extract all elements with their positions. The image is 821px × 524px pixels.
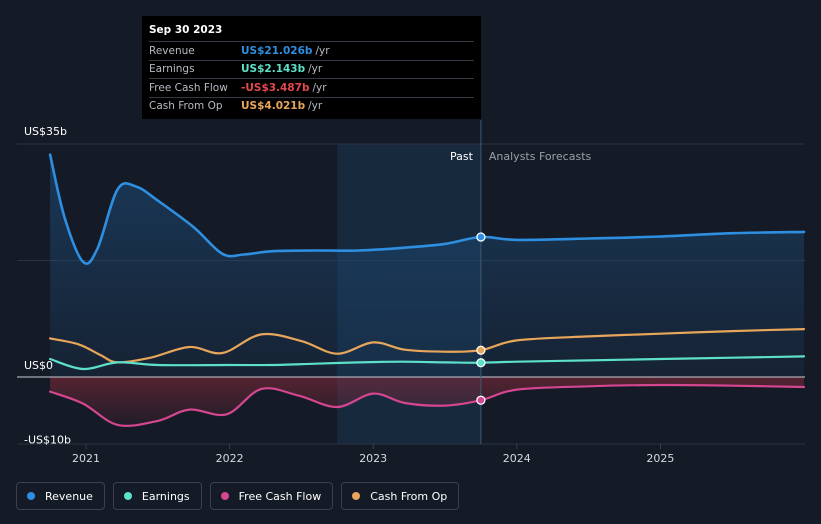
y-tick-label: -US$10b: [24, 434, 71, 447]
free-cash-flow-line: [49, 383, 806, 427]
tooltip-row-earnings: Earnings US$2.143b /yr: [149, 59, 474, 79]
legend-free-cash-flow-button[interactable]: Free Cash Flow: [209, 482, 334, 510]
legend-earnings-button[interactable]: Earnings: [112, 482, 202, 510]
tooltip-unit: /yr: [315, 44, 330, 57]
legend-label: Earnings: [141, 489, 190, 503]
tooltip-value: US$4.021b: [241, 100, 306, 113]
y-axis: US$35b US$0 -US$10b: [24, 125, 71, 447]
revenue-line: [48, 153, 806, 265]
free-cash-flow-area: [50, 377, 805, 426]
x-tick-label: 2022: [216, 452, 244, 465]
free-cash-flow-marker: [476, 395, 486, 405]
series-markers: [476, 232, 486, 405]
revenue-area: [50, 154, 805, 377]
legend-dot-icon: [220, 492, 229, 500]
earnings-marker: [476, 358, 486, 368]
earnings-line: [49, 355, 806, 371]
past-label: Past: [450, 150, 474, 163]
chart-legend: Revenue Earnings Free Cash Flow Cash Fro…: [16, 482, 460, 510]
x-tick-label: 2024: [503, 452, 531, 465]
legend-label: Cash From Op: [370, 489, 448, 503]
legend-label: Revenue: [45, 489, 93, 503]
legend-cash-from-op-button[interactable]: Cash From Op: [341, 482, 460, 510]
chart-canvas: US$35b US$0 -US$10b 2021 2022 2023 2024 2025 P…: [17, 120, 806, 465]
tooltip-label: Revenue: [149, 44, 195, 57]
tooltip-unit: /yr: [308, 100, 323, 113]
legend-revenue-button[interactable]: Revenue: [16, 482, 105, 510]
tooltip-label: Free Cash Flow: [149, 81, 228, 94]
revenue-marker: [476, 232, 486, 242]
tooltip-row-free-cash-flow: Free Cash Flow -US$3.487b /yr: [149, 78, 474, 97]
area-fills: [50, 154, 805, 426]
legend-dot-icon: [123, 492, 132, 500]
legend-dot-icon: [27, 492, 35, 500]
x-tick-label: 2023: [359, 452, 387, 465]
series-lines: [48, 153, 806, 427]
tooltip-row-cash-from-op: Cash From Op US$4.021b /yr: [149, 96, 474, 116]
tooltip-date: Sep 30 2023: [149, 24, 223, 36]
tooltip-row-revenue: Revenue US$21.026b /yr: [149, 41, 474, 60]
tooltip-unit: /yr: [312, 81, 327, 94]
tooltip-value: US$2.143b: [241, 63, 306, 76]
forecast-label: Analysts Forecasts: [489, 150, 592, 163]
tooltip-label: Earnings: [149, 63, 195, 76]
x-tick-label: 2025: [646, 452, 674, 465]
x-tick-label: 2021: [72, 452, 100, 465]
cash-from-op-marker: [476, 345, 486, 355]
x-axis: 2021 2022 2023 2024 2025: [72, 444, 674, 465]
y-tick-label: US$35b: [24, 125, 67, 138]
tooltip: Sep 30 2023 Revenue US$21.026b /yr Earni…: [142, 16, 481, 119]
legend-label: Free Cash Flow: [238, 489, 322, 503]
legend-dot-icon: [352, 492, 361, 500]
y-tick-label: US$0: [24, 359, 53, 372]
tooltip-value: -US$3.487b: [241, 81, 310, 94]
tooltip-unit: /yr: [308, 63, 323, 76]
tooltip-value: US$21.026b: [241, 44, 313, 57]
tooltip-label: Cash From Op: [149, 100, 223, 113]
